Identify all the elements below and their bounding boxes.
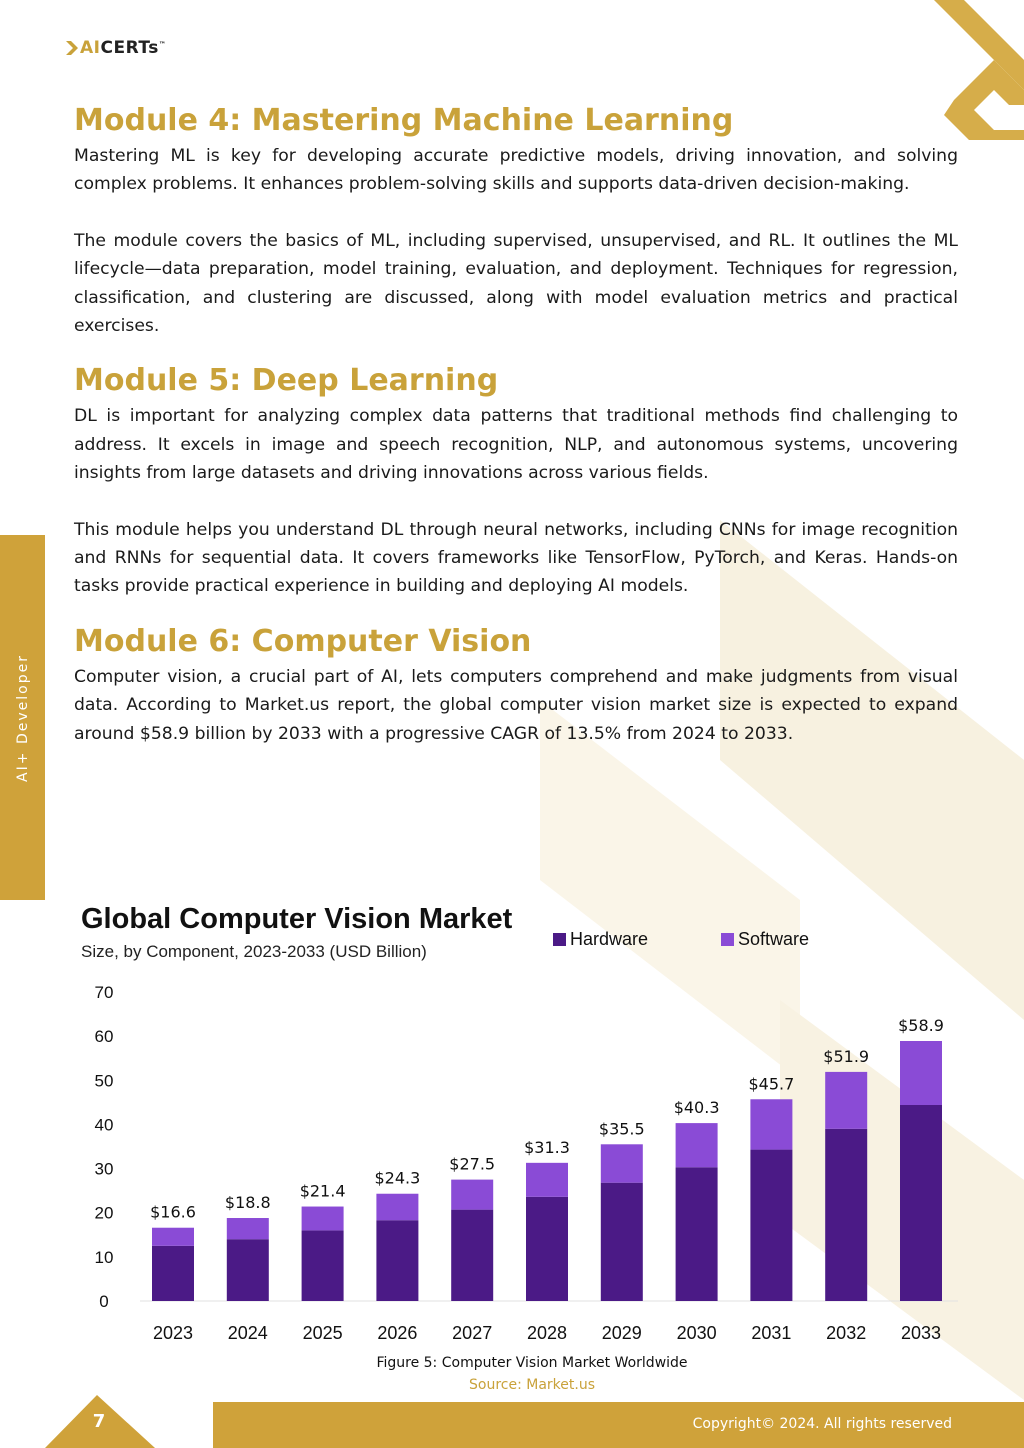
bar-software-2027 <box>451 1179 494 1210</box>
legend-label-hardware: Hardware <box>570 929 649 949</box>
x-tick-label: 2031 <box>751 1323 791 1343</box>
bar-hardware-2027 <box>451 1209 494 1301</box>
legend-item-hardware: Hardware <box>553 929 648 950</box>
bar-total-label: $31.3 <box>524 1138 570 1157</box>
bar-hardware-2032 <box>825 1128 868 1301</box>
x-tick-label: 2027 <box>452 1323 492 1343</box>
legend-swatch-hardware <box>553 933 566 946</box>
x-tick-label: 2024 <box>228 1323 268 1343</box>
module-5-title: Module 5: Deep Learning <box>74 363 499 399</box>
bar-hardware-2033 <box>900 1105 942 1301</box>
page-number-badge <box>45 1395 155 1448</box>
y-tick-label: 40 <box>95 1115 114 1134</box>
bar-total-label: $21.4 <box>300 1182 346 1201</box>
bar-total-label: $51.9 <box>823 1047 869 1066</box>
y-tick-label: 10 <box>95 1248 114 1267</box>
module-5-paragraph-2: This module helps you understand DL thro… <box>74 519 958 597</box>
bar-hardware-2029 <box>600 1182 643 1301</box>
legend-label-software: Software <box>738 929 810 949</box>
bar-software-2030 <box>675 1123 718 1168</box>
bar-software-2023 <box>152 1227 194 1246</box>
bar-software-2032 <box>825 1071 868 1129</box>
x-tick-label: 2028 <box>527 1323 567 1343</box>
footer-bar: Copyright© 2024. All rights reserved <box>213 1402 1024 1448</box>
bar-software-2026 <box>376 1193 419 1221</box>
bar-hardware-2023 <box>152 1245 194 1301</box>
y-tick-label: 60 <box>95 1027 114 1046</box>
aicerts-logo: AICERTs™ <box>66 38 166 58</box>
corner-gold-decoration <box>934 0 1024 140</box>
bar-total-label: $18.8 <box>225 1193 271 1212</box>
chart-subtitle: Size, by Component, 2023-2033 (USD Billi… <box>81 942 427 961</box>
bar-hardware-2028 <box>526 1196 568 1301</box>
figure-caption: Figure 5: Computer Vision Market Worldwi… <box>376 1355 688 1371</box>
module-6-title: Module 6: Computer Vision <box>74 623 532 659</box>
bar-hardware-2025 <box>301 1230 344 1301</box>
bar-total-label: $24.3 <box>374 1169 420 1188</box>
bar-total-label: $40.3 <box>674 1098 720 1117</box>
module-4-title: Module 4: Mastering Machine Learning <box>74 103 734 138</box>
logo-arrow-icon <box>66 41 78 55</box>
module-5-paragraph-1: DL is important for analyzing complex da… <box>74 406 958 484</box>
bar-software-2024 <box>226 1218 269 1240</box>
bar-software-2033 <box>900 1040 942 1106</box>
chart-title: Global Computer Vision Market <box>81 903 513 935</box>
x-tick-label: 2025 <box>303 1323 343 1343</box>
bar-software-2028 <box>526 1162 568 1197</box>
module-6-paragraph-1: Computer vision, a crucial part of AI, l… <box>74 666 958 744</box>
bar-total-label: $27.5 <box>449 1155 495 1174</box>
x-tick-label: 2030 <box>677 1323 717 1343</box>
figure-source: Source: Market.us <box>469 1377 595 1393</box>
page-number: 7 <box>92 1411 106 1432</box>
bar-software-2025 <box>301 1206 344 1231</box>
bar-hardware-2030 <box>675 1167 718 1301</box>
bar-hardware-2026 <box>376 1220 419 1301</box>
y-tick-label: 70 <box>95 983 114 1002</box>
x-tick-label: 2026 <box>377 1323 417 1343</box>
side-tab: AI+ Developer <box>0 535 45 900</box>
copyright-text: Copyright© 2024. All rights reserved <box>692 1416 952 1432</box>
legend-item-software: Software <box>721 929 809 950</box>
bar-software-2029 <box>600 1144 643 1183</box>
bar-hardware-2031 <box>750 1149 793 1301</box>
y-tick-label: 20 <box>95 1204 114 1223</box>
bar-total-label: $16.6 <box>150 1203 196 1222</box>
y-tick-label: 0 <box>99 1292 108 1311</box>
x-tick-label: 2032 <box>826 1323 866 1343</box>
x-tick-label: 2023 <box>153 1323 193 1343</box>
legend-swatch-software <box>721 933 734 946</box>
main-content: Module 4: Mastering Machine Learning Mas… <box>74 100 958 748</box>
bar-total-label: $45.7 <box>748 1074 794 1093</box>
logo-ai-text: AI <box>80 38 101 58</box>
bar-hardware-2024 <box>226 1239 269 1301</box>
bar-software-2031 <box>750 1099 793 1150</box>
module-4-paragraph-1: Mastering ML is key for developing accur… <box>74 146 958 195</box>
logo-trademark: ™ <box>158 40 167 49</box>
logo-certs-text: CERTs <box>100 38 159 58</box>
x-tick-label: 2029 <box>602 1323 642 1343</box>
module-4-paragraph-2: The module covers the basics of ML, incl… <box>74 230 958 337</box>
x-tick-label: 2033 <box>901 1323 941 1343</box>
bar-total-label: $58.9 <box>898 1016 944 1035</box>
y-tick-label: 30 <box>95 1160 114 1179</box>
bar-total-label: $35.5 <box>599 1119 645 1138</box>
y-tick-label: 50 <box>95 1071 114 1090</box>
